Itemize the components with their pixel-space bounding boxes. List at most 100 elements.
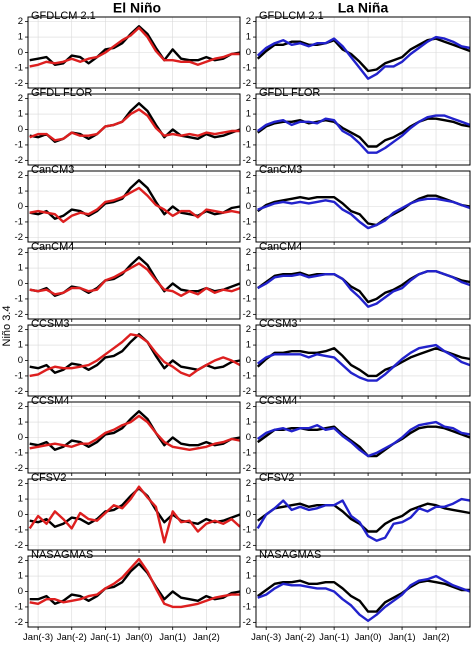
observed-series-line xyxy=(256,347,471,378)
y-tick-label: 2 xyxy=(246,16,251,27)
x-tick-label: Jan(-3) xyxy=(251,632,281,643)
panel-la-nina: -2 -1 0 1 2 NASAGMAS Jan(-3) Jan(-2) Jan(-1) Jan(… xyxy=(243,549,471,643)
y-tick-label: -2 xyxy=(243,155,251,166)
model-label: CCSM3 xyxy=(31,318,70,330)
model-label: NASAGMAS xyxy=(259,549,321,561)
y-tick-label: -1 xyxy=(15,601,23,612)
y-tick-label: -1 xyxy=(243,216,251,227)
model-label: CCSM4 xyxy=(259,395,298,407)
y-tick-label: 1 xyxy=(18,263,23,274)
y-tick-label: 2 xyxy=(18,247,23,258)
y-tick-label: 0 xyxy=(18,586,23,597)
y-tick-label: 0 xyxy=(18,278,23,289)
y-tick-label: -2 xyxy=(15,309,23,320)
y-tick-label: -2 xyxy=(15,78,23,89)
y-tick-label: 2 xyxy=(18,324,23,335)
model-label: NASAGMAS xyxy=(31,549,93,561)
model-label: CanCM3 xyxy=(31,164,74,176)
y-tick-label: -1 xyxy=(243,370,251,381)
x-tick-label: Jan(-1) xyxy=(319,632,349,643)
observed-series-line xyxy=(257,194,471,227)
y-tick-label: 0 xyxy=(18,201,23,212)
panel-el-nino: -2 -1 0 1 2 CanCM4 xyxy=(15,241,241,322)
panel-la-nina: -2 -1 0 1 2 CanCM4 xyxy=(243,241,471,322)
model-label: GFDL FLOR xyxy=(31,87,92,99)
y-tick-label: 1 xyxy=(18,494,23,505)
observed-series-line xyxy=(256,117,471,148)
model-series-line xyxy=(256,35,471,80)
y-tick-label: 0 xyxy=(18,47,23,58)
y-tick-label: 2 xyxy=(246,170,251,181)
y-tick-label: 1 xyxy=(18,417,23,428)
model-label: CCSM3 xyxy=(259,318,298,330)
y-tick-label: 0 xyxy=(246,201,251,212)
y-tick-label: 2 xyxy=(246,555,251,566)
model-label: CFSV2 xyxy=(259,472,294,484)
model-label: CanCM4 xyxy=(259,241,302,253)
y-tick-label: 1 xyxy=(246,494,251,505)
model-label: CFSV2 xyxy=(31,472,66,484)
y-tick-label: -1 xyxy=(15,370,23,381)
y-tick-label: -1 xyxy=(15,139,23,150)
panel-el-nino: -2 -1 0 1 2 NASAGMAS Jan(-3) Jan(-2) Jan(-1) Jan(… xyxy=(15,549,241,643)
y-tick-label: 0 xyxy=(246,509,251,520)
panel-el-nino: -2 -1 0 1 2 CFSV2 xyxy=(15,472,241,553)
x-tick-label: Jan(0) xyxy=(355,632,382,643)
y-tick-label: 1 xyxy=(246,186,251,197)
model-series-line xyxy=(29,262,241,297)
y-tick-label: -2 xyxy=(243,78,251,89)
y-tick-label: -1 xyxy=(15,524,23,535)
y-tick-label: 1 xyxy=(18,571,23,582)
y-tick-label: 2 xyxy=(246,247,251,258)
x-tick-label: Jan(-2) xyxy=(285,632,315,643)
y-tick-label: -2 xyxy=(15,155,23,166)
y-tick-label: 0 xyxy=(246,278,251,289)
model-label: GFDLCM 2.1 xyxy=(31,10,96,22)
y-tick-label: 0 xyxy=(246,432,251,443)
x-tick-label: Jan(-3) xyxy=(23,632,53,643)
y-tick-label: 2 xyxy=(18,16,23,27)
panel-el-nino: -2 -1 0 1 2 CCSM4 xyxy=(15,395,241,476)
y-tick-label: 1 xyxy=(246,109,251,120)
panel-el-nino: -2 -1 0 1 2 GFDLCM 2.1 xyxy=(15,10,241,91)
y-tick-label: -1 xyxy=(243,601,251,612)
y-tick-label: -1 xyxy=(243,447,251,458)
model-series-line xyxy=(29,333,241,378)
x-tick-label: Jan(2) xyxy=(423,632,450,643)
y-tick-label: -1 xyxy=(15,447,23,458)
model-series-line xyxy=(29,186,241,224)
panel-el-nino: -2 -1 0 1 2 CanCM3 xyxy=(15,164,241,245)
y-tick-label: -1 xyxy=(243,293,251,304)
el-nino-column-title: El Niño xyxy=(113,0,161,16)
y-tick-label: -1 xyxy=(15,216,23,227)
y-tick-label: 0 xyxy=(246,47,251,58)
model-series-line xyxy=(28,485,241,544)
y-tick-label: 0 xyxy=(18,355,23,366)
y-tick-label: 1 xyxy=(18,32,23,43)
y-tick-label: -2 xyxy=(15,386,23,397)
y-tick-label: 2 xyxy=(18,555,23,566)
y-tick-label: 2 xyxy=(18,478,23,489)
model-series-line xyxy=(257,114,471,154)
y-tick-label: 2 xyxy=(246,324,251,335)
y-tick-label: -2 xyxy=(243,386,251,397)
y-tick-label: 0 xyxy=(246,355,251,366)
y-tick-label: -1 xyxy=(243,524,251,535)
y-tick-label: 2 xyxy=(18,401,23,412)
panel-la-nina: -2 -1 0 1 2 CCSM3 xyxy=(243,318,471,399)
y-tick-label: -2 xyxy=(243,540,251,551)
model-series-line xyxy=(256,497,471,542)
x-tick-label: Jan(1) xyxy=(389,632,416,643)
model-series-line xyxy=(29,26,240,68)
observed-series-line xyxy=(257,579,470,613)
y-tick-label: -2 xyxy=(243,232,251,243)
model-label: GFDL FLOR xyxy=(259,87,320,99)
y-tick-label: 2 xyxy=(246,93,251,104)
y-tick-label: 1 xyxy=(246,340,251,351)
y-tick-label: -1 xyxy=(15,62,23,73)
model-series-line xyxy=(29,108,240,142)
y-tick-label: 1 xyxy=(246,263,251,274)
panel-la-nina: -2 -1 0 1 2 GFDLCM 2.1 xyxy=(243,10,471,91)
model-label: GFDLCM 2.1 xyxy=(259,10,324,22)
y-tick-label: 1 xyxy=(246,417,251,428)
